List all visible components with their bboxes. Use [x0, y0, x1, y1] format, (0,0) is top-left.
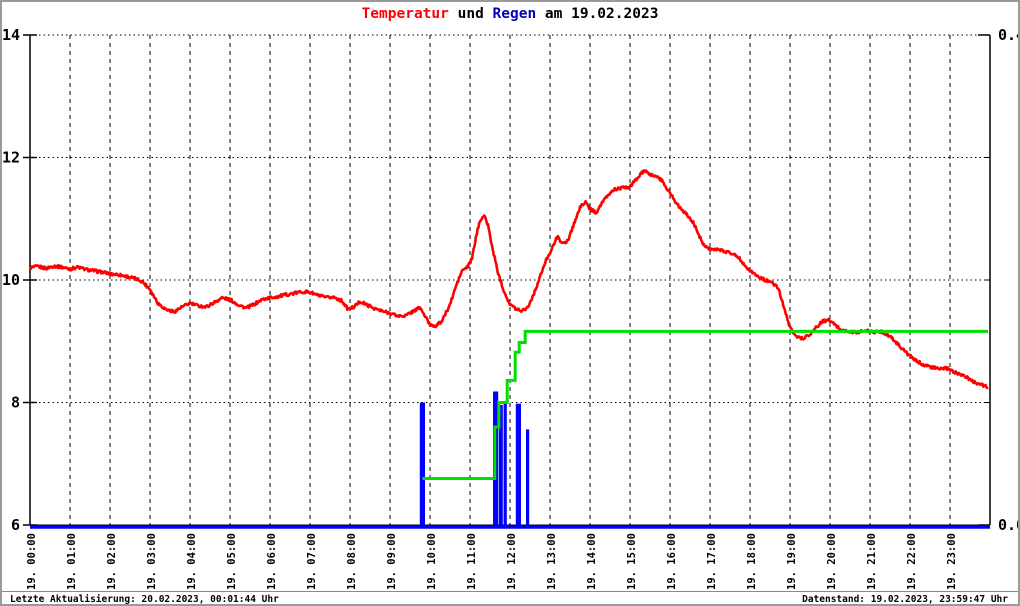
- temperature-line: [28, 169, 989, 390]
- x-tick-label: 19. 22:00: [906, 533, 918, 590]
- x-tick-label: 19. 20:00: [826, 533, 838, 590]
- x-tick-label: 19. 11:00: [466, 533, 478, 590]
- x-tick-label: 19. 13:00: [546, 533, 558, 590]
- y-right-tick-label: 0.4: [998, 26, 1020, 44]
- x-tick-label: 19. 15:00: [626, 533, 638, 590]
- x-tick-label: 19. 03:00: [146, 533, 158, 590]
- rain-bar: [498, 404, 503, 525]
- x-tick-label: 19. 12:00: [506, 533, 518, 590]
- rain-bar: [526, 429, 530, 525]
- last-update-text: Letzte Aktualisierung: 20.02.2023, 00:01…: [10, 594, 279, 605]
- title-conjunction: und: [448, 6, 493, 22]
- title-rain-word: Regen: [492, 6, 537, 22]
- chart-title: Temperatur und Regen am 19.02.2023: [2, 6, 1018, 22]
- x-tick-label: 19. 16:00: [666, 533, 678, 590]
- rain-bar: [515, 403, 521, 525]
- rain-bar: [503, 402, 507, 525]
- x-tick-label: 19. 02:00: [106, 533, 118, 590]
- x-tick-label: 19. 23:00: [946, 533, 958, 590]
- y-right-tick-label: 0.0: [998, 516, 1020, 534]
- x-tick-label: 19. 19:00: [786, 533, 798, 590]
- x-tick-label: 19. 04:00: [186, 533, 198, 590]
- x-tick-label: 19. 17:00: [706, 533, 718, 590]
- x-tick-label: 19. 14:00: [586, 533, 598, 590]
- y-left-tick-label: 10: [2, 271, 20, 289]
- title-temperature-word: Temperatur: [361, 6, 449, 22]
- title-date: am 19.02.2023: [536, 6, 659, 22]
- y-left-tick-label: 6: [11, 516, 20, 534]
- rain-cumulative-line: [422, 329, 988, 480]
- x-tick-label: 19. 09:00: [386, 533, 398, 590]
- footer-separator: [2, 591, 1018, 592]
- x-tick-label: 19. 00:00: [26, 533, 38, 590]
- x-tick-label: 19. 08:00: [346, 533, 358, 590]
- x-tick-label: 19. 18:00: [746, 533, 758, 590]
- chart-canvas: 14 12 10 8 6 0.4 0.0 19. 00:00 19. 01:00 19. 02:0…: [2, 26, 1020, 590]
- x-tick-label: 19. 21:00: [866, 533, 878, 590]
- y-left-tick-label: 12: [2, 149, 20, 167]
- rain-bar: [419, 402, 425, 525]
- x-tick-label: 19. 10:00: [426, 533, 438, 590]
- x-tick-label: 19. 06:00: [266, 533, 278, 590]
- y-left-tick-label: 8: [11, 394, 20, 412]
- data-state-text: Datenstand: 19.02.2023, 23:59:47 Uhr: [802, 594, 1008, 605]
- x-tick-label: 19. 07:00: [306, 533, 318, 590]
- x-tick-label: 19. 05:00: [226, 533, 238, 590]
- x-tick-label: 19. 01:00: [66, 533, 78, 590]
- y-left-tick-label: 14: [2, 26, 20, 44]
